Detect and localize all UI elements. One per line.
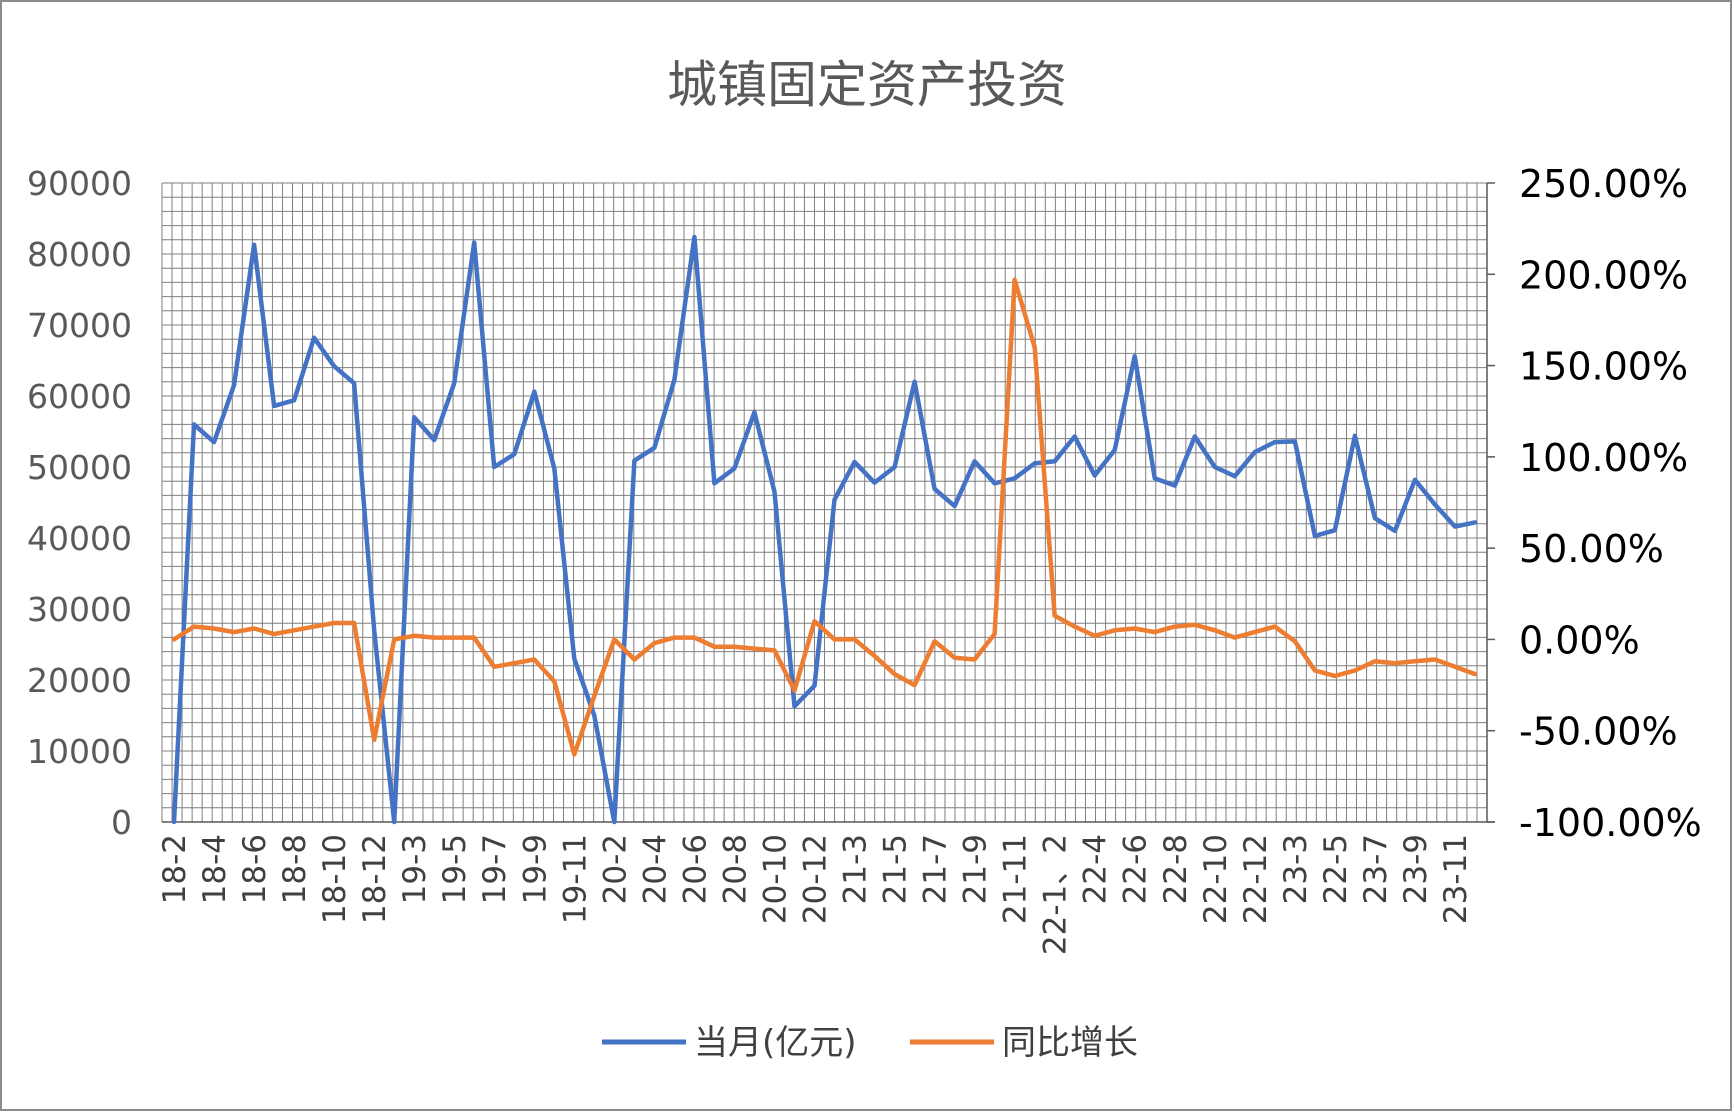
x-axis-tick-label: 20-10 — [757, 834, 793, 924]
x-axis-tick-label: 22-8 — [1158, 834, 1194, 904]
x-axis-tick-label: 21-9 — [958, 834, 994, 904]
x-axis-tick-label: 19-5 — [437, 834, 473, 904]
left-axis-tick-label: 30000 — [27, 590, 132, 629]
x-axis-tick-label: 19-9 — [517, 834, 553, 904]
x-axis-tick-label: 19-7 — [477, 834, 513, 904]
right-axis-tick-label: 200.00% — [1519, 253, 1688, 297]
x-axis-tick-label: 18-6 — [237, 834, 273, 904]
x-axis-tick-label: 18-12 — [357, 834, 393, 924]
x-axis-tick-label: 20-2 — [597, 834, 633, 904]
series-layer — [171, 234, 1478, 825]
x-axis-tick-label: 18-10 — [317, 834, 353, 924]
x-axis-tick-label: 21-11 — [998, 834, 1034, 924]
left-axis-tick-label: 50000 — [27, 448, 132, 487]
x-axis-tick-label: 21-3 — [838, 834, 874, 904]
series-line-1 — [171, 234, 1478, 825]
x-axis-tick-label: 23-9 — [1398, 834, 1434, 904]
x-axis-tick-label: 22-6 — [1118, 834, 1154, 904]
left-axis-tick-label: 10000 — [27, 732, 132, 771]
left-axis-tick-label: 40000 — [27, 519, 132, 558]
x-axis-tick-label: 23-7 — [1358, 834, 1394, 904]
x-axis-tick-label: 19-11 — [557, 834, 593, 924]
right-axis-tick-label: 100.00% — [1519, 436, 1688, 480]
right-axis-tick-label: 0.00% — [1519, 618, 1640, 662]
x-axis-tick-label: 20-8 — [717, 834, 753, 904]
x-axis-tick-label: 21-7 — [918, 834, 954, 904]
left-y-axis: 0 10000 20000 30000 40000 50000 60000 70000 8000… — [27, 164, 132, 842]
x-axis-tick-label: 21-5 — [878, 834, 914, 904]
right-axis-tick-label: -100.00% — [1519, 801, 1702, 845]
x-axis-tick-label: 23-11 — [1438, 834, 1474, 924]
legend-label: 当月(亿元) — [694, 1023, 857, 1063]
x-axis-tick-label: 20-6 — [677, 834, 713, 904]
x-axis-tick-label: 22-10 — [1198, 834, 1234, 924]
x-axis-tick-label: 23-3 — [1278, 834, 1314, 904]
left-axis-tick-label: 80000 — [27, 235, 132, 274]
right-axis-tick-label: -50.00% — [1519, 710, 1678, 754]
x-axis-tick-label: 22-5 — [1318, 834, 1354, 904]
left-axis-tick-label: 90000 — [27, 164, 132, 203]
x-axis-tick-label: 18-2 — [157, 834, 193, 904]
right-axis-tick-label: 50.00% — [1519, 527, 1664, 571]
series-line-2 — [171, 277, 1478, 757]
x-axis-tick-label: 20-4 — [637, 834, 673, 904]
left-axis-tick-label: 20000 — [27, 661, 132, 700]
right-axis-tick-label: 150.00% — [1519, 345, 1688, 389]
left-axis-tick-label: 70000 — [27, 306, 132, 345]
x-axis-tick-label: 22-12 — [1238, 834, 1274, 924]
left-axis-tick-label: 0 — [111, 803, 132, 842]
x-axis-tick-label: 18-4 — [197, 834, 233, 904]
x-axis-tick-label: 19-3 — [397, 834, 433, 904]
x-axis-tick-label: 20-12 — [797, 834, 833, 924]
chart-title: 城镇固定资产投资 — [667, 56, 1067, 114]
legend: 当月(亿元) 同比增长 — [602, 1023, 1138, 1063]
left-axis-tick-label: 60000 — [27, 377, 132, 416]
x-axis: 18-2 18-4 18-6 18-8 18-10 18-12 19-3 19-5 19-7 19… — [157, 834, 1474, 955]
x-axis-tick-label: 18-8 — [277, 834, 313, 904]
right-axis-tick-label: 250.00% — [1519, 162, 1688, 206]
right-y-axis: -100.00% -50.00% 0.00% 50.00% 100.00% 150.00%… — [1487, 162, 1702, 845]
legend-label: 同比增长 — [1002, 1023, 1138, 1063]
x-axis-tick-label: 22-1、2 — [1038, 834, 1074, 955]
x-axis-tick-label: 22-4 — [1078, 834, 1114, 904]
